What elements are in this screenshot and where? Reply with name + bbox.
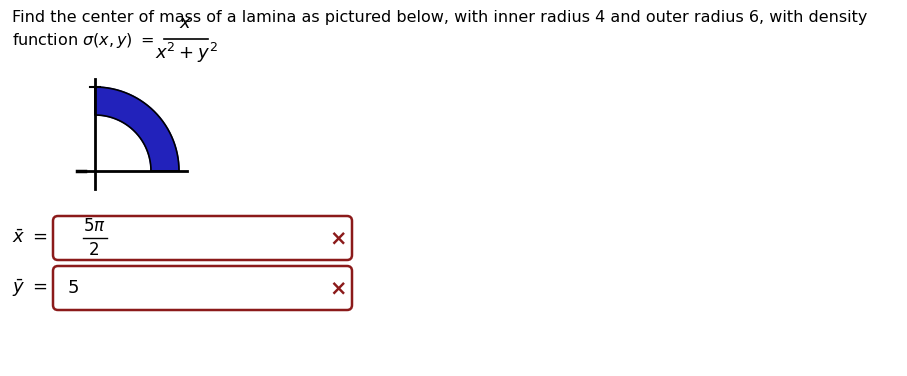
Text: Find the center of mass of a lamina as pictured below, with inner radius 4 and o: Find the center of mass of a lamina as p… [12, 10, 867, 25]
Text: $x^2 + y^2$: $x^2 + y^2$ [154, 41, 218, 65]
Text: $5\pi$: $5\pi$ [83, 217, 106, 235]
Text: function $\sigma(x, y)\ =$: function $\sigma(x, y)\ =$ [12, 31, 154, 50]
Polygon shape [95, 87, 179, 171]
Text: $\bar{x}\ =$: $\bar{x}\ =$ [12, 229, 47, 247]
FancyBboxPatch shape [53, 216, 352, 260]
Text: ×: × [329, 228, 346, 248]
Text: $2$: $2$ [88, 241, 99, 259]
Text: $5$: $5$ [67, 279, 79, 297]
FancyBboxPatch shape [53, 266, 352, 310]
Text: $x$: $x$ [180, 14, 192, 32]
Text: ×: × [329, 278, 346, 298]
Text: $\bar{y}\ =$: $\bar{y}\ =$ [12, 277, 47, 299]
